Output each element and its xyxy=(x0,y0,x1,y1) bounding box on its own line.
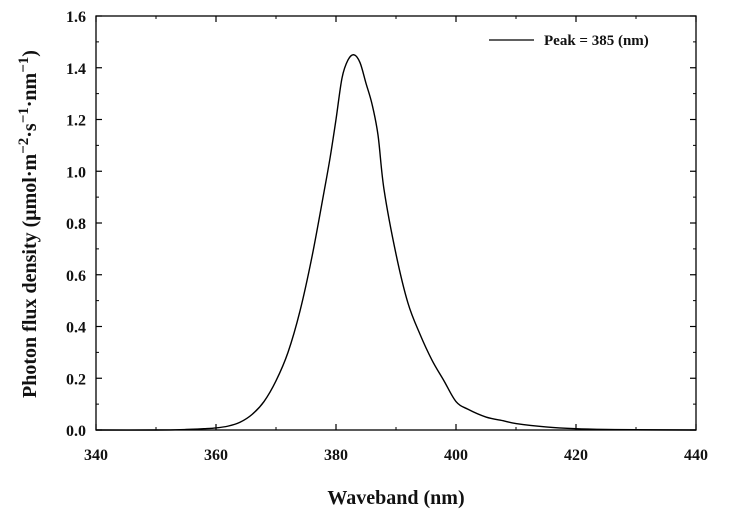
x-tick-label: 380 xyxy=(324,447,348,464)
y-tick-label: 0.0 xyxy=(66,423,86,440)
y-axis-title-sup1: −2 xyxy=(16,138,32,154)
x-tick-label: 420 xyxy=(564,447,588,464)
plot-area: 340 360 380 400 420 440 0.0 0.2 0.4 0.6 0.8 1.0 1.2 1… xyxy=(66,9,708,464)
y-tick-label: 1.6 xyxy=(66,9,86,26)
x-tick-label: 340 xyxy=(84,447,108,464)
y-axis-title-sup2: −1 xyxy=(16,107,32,123)
y-tick-label: 1.0 xyxy=(66,164,86,181)
y-axis-title-base: Photon flux density (μmol·m xyxy=(19,153,41,397)
y-axis-title-sup3: −1 xyxy=(16,57,32,73)
x-tick-label: 360 xyxy=(204,447,228,464)
y-axis-title: Photon flux density (μmol·m−2·s−1·nm−1) xyxy=(16,50,41,398)
y-tick-label: 1.4 xyxy=(66,61,86,78)
plot-frame xyxy=(95,15,697,431)
x-tick-label: 400 xyxy=(444,447,468,464)
x-tick-label: 440 xyxy=(684,447,708,464)
x-axis-title: Waveband (nm) xyxy=(327,487,464,509)
legend: Peak = 385 (nm) xyxy=(489,33,649,49)
legend-label: Peak = 385 (nm) xyxy=(544,33,649,49)
y-tick-label: 0.8 xyxy=(66,216,86,233)
y-tick-label: 1.2 xyxy=(66,113,86,130)
y-tick-label: 0.4 xyxy=(66,320,86,337)
y-axis-title-mid2: ·nm xyxy=(19,72,41,107)
y-tick-label: 0.6 xyxy=(66,268,86,285)
y-tick-label: 0.2 xyxy=(66,371,86,388)
y-axis-title-end: ) xyxy=(19,50,41,57)
y-axis-title-mid1: ·s xyxy=(19,123,41,138)
series-line-0 xyxy=(95,54,697,431)
